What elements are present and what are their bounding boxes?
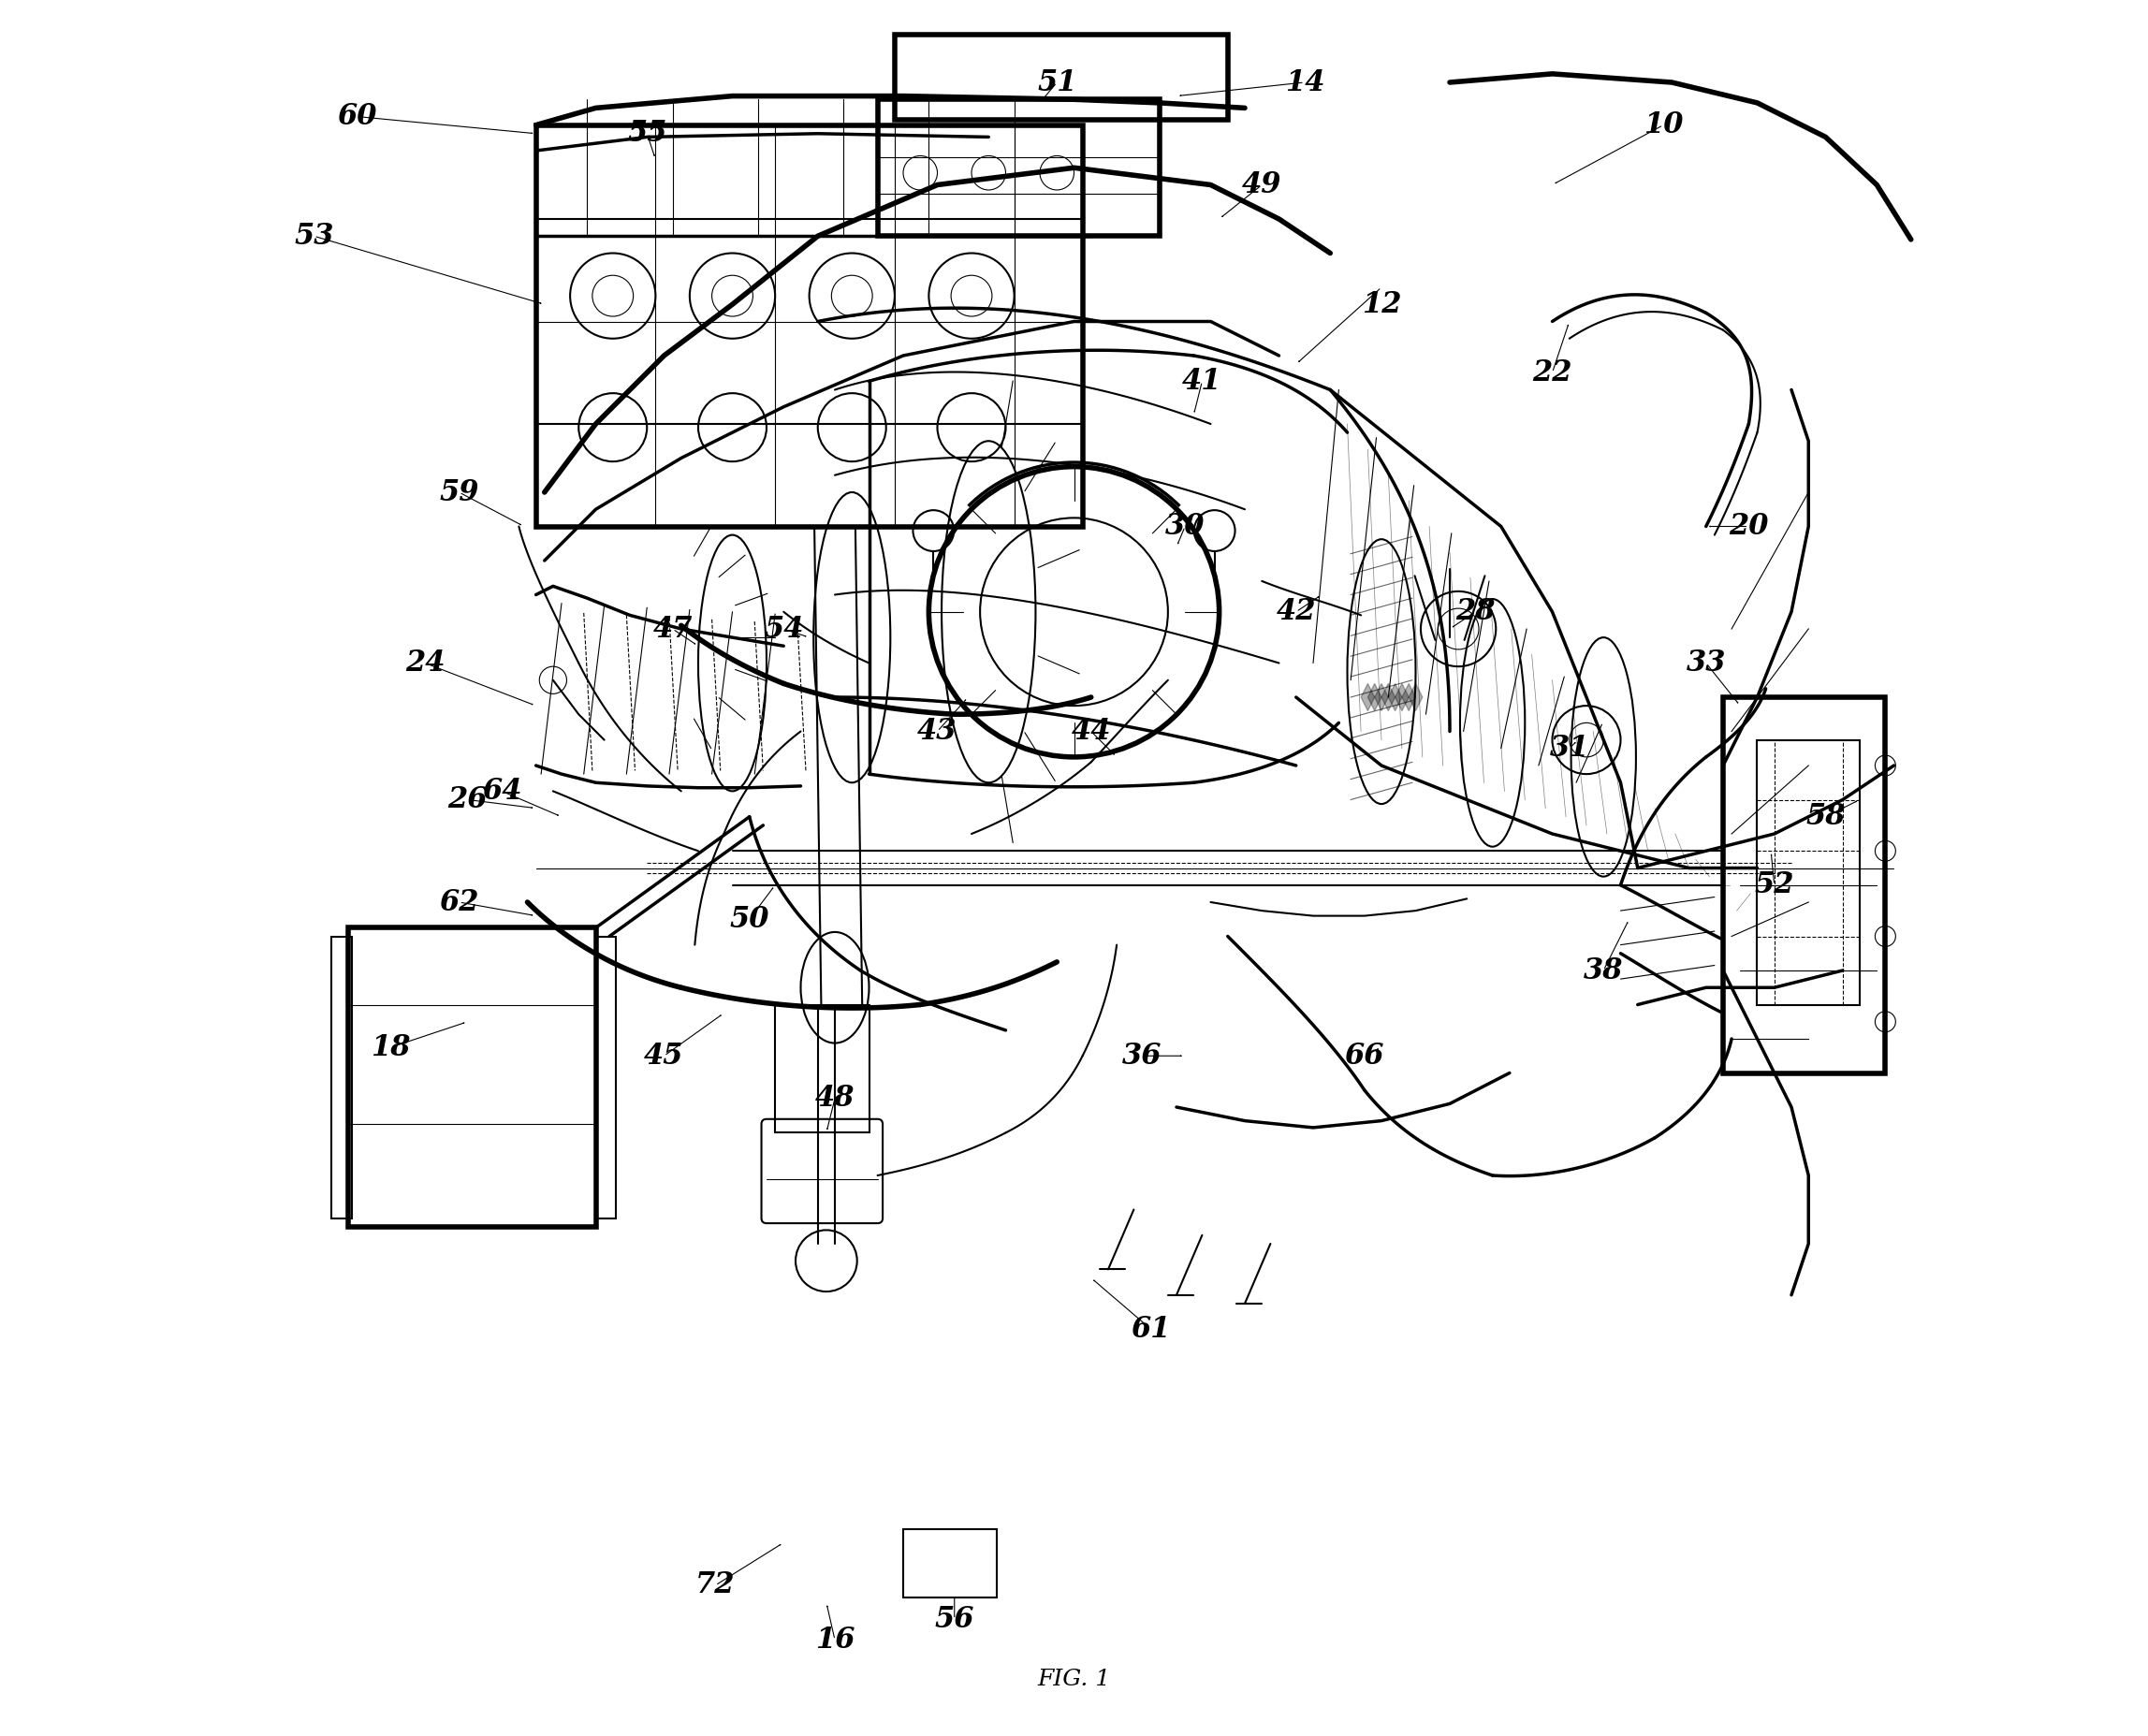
Text: 55: 55 (627, 120, 666, 148)
Text: 26: 26 (447, 785, 488, 814)
Text: 47: 47 (653, 615, 692, 644)
Text: 16: 16 (814, 1625, 855, 1654)
Text: 20: 20 (1729, 512, 1768, 542)
Text: 43: 43 (917, 717, 958, 746)
Text: 38: 38 (1583, 957, 1624, 984)
Text: 48: 48 (814, 1083, 855, 1113)
Text: 59: 59 (438, 477, 479, 507)
Bar (902, 1529, 997, 1597)
Text: 31: 31 (1549, 734, 1590, 762)
Text: 61: 61 (1132, 1314, 1171, 1344)
Text: 49: 49 (1242, 170, 1282, 200)
Text: 28: 28 (1456, 597, 1495, 627)
Text: 52: 52 (1755, 870, 1794, 899)
Text: 22: 22 (1532, 358, 1572, 387)
Text: 44: 44 (1072, 717, 1111, 746)
Text: 41: 41 (1181, 366, 1222, 396)
Text: 62: 62 (438, 887, 479, 917)
Text: 64: 64 (481, 776, 522, 806)
Bar (595, 936, 616, 1219)
Bar (348, 927, 595, 1227)
Text: 24: 24 (406, 649, 445, 677)
Text: 60: 60 (337, 102, 376, 130)
Text: 53: 53 (294, 222, 333, 250)
Polygon shape (1388, 684, 1403, 710)
Bar (879, 99, 1160, 236)
Text: 30: 30 (1164, 512, 1205, 542)
Text: 45: 45 (644, 1042, 683, 1071)
Text: 42: 42 (1276, 597, 1317, 627)
Text: 50: 50 (730, 904, 769, 934)
Text: FIG. 1: FIG. 1 (1037, 1668, 1111, 1691)
Bar (1723, 698, 1886, 1073)
Text: 54: 54 (765, 615, 803, 644)
Polygon shape (1381, 684, 1394, 710)
Polygon shape (1368, 684, 1381, 710)
Text: 36: 36 (1123, 1042, 1162, 1071)
Polygon shape (1403, 684, 1416, 710)
Bar (896, 35, 1229, 120)
Polygon shape (1394, 684, 1409, 710)
Text: 14: 14 (1285, 68, 1325, 97)
Text: 18: 18 (372, 1033, 410, 1062)
Bar (331, 936, 352, 1219)
Text: 51: 51 (1037, 68, 1076, 97)
Text: 58: 58 (1806, 802, 1845, 832)
Text: 12: 12 (1362, 290, 1400, 319)
Text: 66: 66 (1345, 1042, 1383, 1071)
Bar (537, 125, 1083, 526)
Text: 56: 56 (934, 1606, 975, 1634)
Polygon shape (1362, 684, 1375, 710)
Text: 33: 33 (1686, 649, 1725, 677)
Text: 72: 72 (696, 1571, 735, 1601)
Bar (775, 1005, 870, 1132)
Polygon shape (1409, 684, 1422, 710)
Text: 10: 10 (1643, 111, 1684, 139)
Polygon shape (1375, 684, 1388, 710)
Bar (1757, 740, 1860, 1005)
